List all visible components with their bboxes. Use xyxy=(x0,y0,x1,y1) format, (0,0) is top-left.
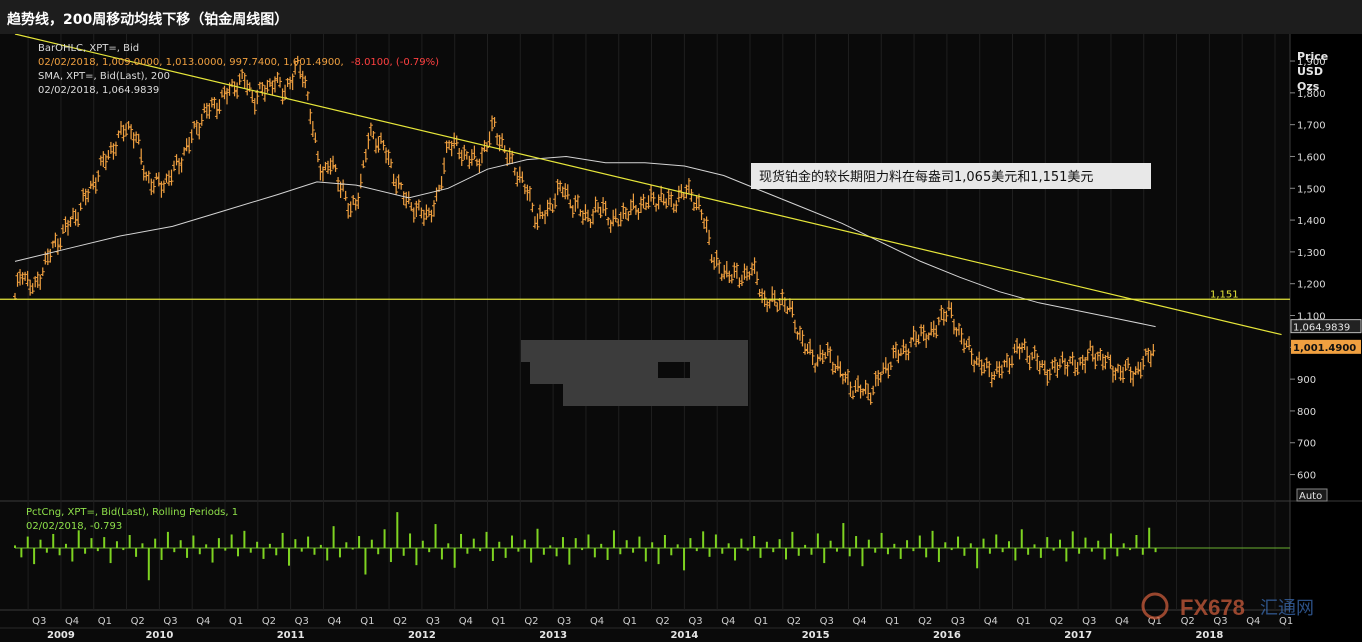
year-label: 2014 xyxy=(670,630,698,641)
quarter-label: Q1 xyxy=(98,616,112,627)
quarter-label: Q1 xyxy=(623,616,637,627)
quarter-label: Q4 xyxy=(459,616,473,627)
title-bar: 趋势线，200周移动均线下移（铂金周线图） xyxy=(0,0,1362,34)
redaction-overlay xyxy=(521,340,748,406)
quarter-label: Q3 xyxy=(426,616,440,627)
quarter-label: Q3 xyxy=(32,616,46,627)
quarter-label: Q4 xyxy=(1115,616,1129,627)
year-label: 2009 xyxy=(47,630,75,641)
quarter-label: Q2 xyxy=(131,616,145,627)
year-label: 2010 xyxy=(145,630,173,641)
bar-legend-values: 02/02/2018, 1,009.0000, 1,013.0000, 997.… xyxy=(38,57,439,68)
quarter-label: Q2 xyxy=(787,616,801,627)
quarter-label: Q3 xyxy=(1082,616,1096,627)
axis-title-unit: Ozs xyxy=(1297,80,1320,93)
y-tick-label: 1,700 xyxy=(1297,121,1326,132)
sma-last-value-label: 1,064.9839 xyxy=(1293,323,1350,334)
year-label: 2016 xyxy=(933,630,961,641)
quarter-label: Q3 xyxy=(951,616,965,627)
quarter-label: Q4 xyxy=(590,616,604,627)
pct-legend-values: 02/02/2018, -0.793 xyxy=(26,521,122,532)
svg-text:FX678: FX678 xyxy=(1180,595,1245,620)
auto-scale-label: Auto xyxy=(1299,491,1322,502)
annotation-text: 现货铂金的较长期阻力料在每盎司1,065美元和1,151美元 xyxy=(759,169,1093,185)
quarter-label: Q1 xyxy=(1017,616,1031,627)
quarter-label: Q2 xyxy=(262,616,276,627)
y-tick-label: 700 xyxy=(1297,439,1316,450)
y-tick-label: 1,200 xyxy=(1297,280,1326,291)
year-label: 2017 xyxy=(1064,630,1092,641)
quarter-label: Q4 xyxy=(327,616,341,627)
y-tick-label: 1,900 xyxy=(1297,57,1326,68)
quarter-label: Q4 xyxy=(1246,616,1260,627)
quarter-label: Q4 xyxy=(852,616,866,627)
quarter-label: Q4 xyxy=(984,616,998,627)
quarter-label: Q1 xyxy=(885,616,899,627)
quarter-label: Q3 xyxy=(295,616,309,627)
year-label: 2013 xyxy=(539,630,567,641)
quarter-label: Q3 xyxy=(688,616,702,627)
quarter-label: Q2 xyxy=(1181,616,1195,627)
sma-last-value-box xyxy=(1290,319,1362,334)
axis-title-currency: USD xyxy=(1297,65,1323,78)
price-last-value-label: 1,001.4900 xyxy=(1293,343,1356,354)
quarter-label: Q3 xyxy=(163,616,177,627)
annotation-box: 现货铂金的较长期阻力料在每盎司1,065美元和1,151美元 xyxy=(751,163,1151,189)
bar-legend-name: BarOHLC, XPT=, Bid xyxy=(38,43,139,54)
year-label: 2015 xyxy=(802,630,830,641)
resistance-trendline xyxy=(14,34,1282,336)
quarter-label: Q2 xyxy=(656,616,670,627)
y-tick-label: 1,800 xyxy=(1297,89,1326,100)
quarter-label: Q2 xyxy=(918,616,932,627)
quarter-label: Q2 xyxy=(524,616,538,627)
y-tick-label: 1,600 xyxy=(1297,152,1326,163)
quarter-label: Q1 xyxy=(1148,616,1162,627)
price-axis: 6007008009001,0001,1001,2001,3001,4001,5… xyxy=(1290,57,1362,482)
price-axis-panel xyxy=(1290,34,1362,642)
quarter-label: Q2 xyxy=(393,616,407,627)
y-tick-label: 600 xyxy=(1297,471,1316,482)
sma-200-line xyxy=(14,155,1156,328)
time-axis: Q3 Q4 Q1 Q2 Q3 Q4 Q1 Q2 Q3 Q4 Q1 Q2 Q3 Q4 Q1 Q2 Q3 Q4 Q1 Q2… xyxy=(0,616,1293,641)
auto-scale-button[interactable]: Auto xyxy=(1296,488,1328,502)
price-last-value-box xyxy=(1291,339,1361,354)
horizontal-line-label: 1,151 xyxy=(1210,289,1239,300)
year-label: 2012 xyxy=(408,630,436,641)
y-tick-label: 800 xyxy=(1297,407,1316,418)
chart-canvas: 6007008009001,0001,1001,2001,3001,4001,5… xyxy=(0,34,1362,642)
y-tick-label: 1,100 xyxy=(1297,312,1326,323)
quarter-label: Q3 xyxy=(1213,616,1227,627)
axis-title-price: Price xyxy=(1297,50,1328,63)
quarter-label: Q1 xyxy=(492,616,506,627)
y-tick-label: 900 xyxy=(1297,375,1316,386)
page-title: 趋势线，200周移动均线下移（铂金周线图） xyxy=(7,12,289,28)
quarter-label: Q3 xyxy=(557,616,571,627)
bar-legend-ohlc: 02/02/2018, 1,009.0000, 1,013.0000, 997.… xyxy=(38,57,344,68)
grid-lines xyxy=(27,34,1276,610)
quarter-label: Q1 xyxy=(1279,616,1293,627)
quarter-label: Q1 xyxy=(229,616,243,627)
quarter-label: Q4 xyxy=(721,616,735,627)
pct-legend-name: PctCng, XPT=, Bid(Last), Rolling Periods… xyxy=(26,507,238,518)
quarter-label: Q4 xyxy=(65,616,79,627)
svg-text:汇通网: 汇通网 xyxy=(1260,598,1314,619)
quarter-label: Q1 xyxy=(754,616,768,627)
year-label: 2018 xyxy=(1195,630,1223,641)
bar-legend-change: -8.0100, (-0.79%) xyxy=(351,57,439,68)
y-tick-label: 1,500 xyxy=(1297,184,1326,195)
pct-change-histogram xyxy=(14,512,1290,581)
price-series: 1,151 xyxy=(0,34,1290,405)
quarter-label: Q2 xyxy=(1049,616,1063,627)
year-label: 2011 xyxy=(277,630,305,641)
quarter-label: Q1 xyxy=(360,616,374,627)
sma-legend-name: SMA, XPT=, Bid(Last), 200 xyxy=(38,71,170,82)
plot-background xyxy=(0,34,1290,642)
y-tick-label: 1,400 xyxy=(1297,216,1326,227)
fx678-watermark: FX678 汇通网 xyxy=(1141,592,1314,620)
sma-legend-values: 02/02/2018, 1,064.9839 xyxy=(38,85,159,96)
y-tick-label: 1,300 xyxy=(1297,248,1326,259)
quarter-label: Q3 xyxy=(820,616,834,627)
quarter-label: Q4 xyxy=(196,616,210,627)
